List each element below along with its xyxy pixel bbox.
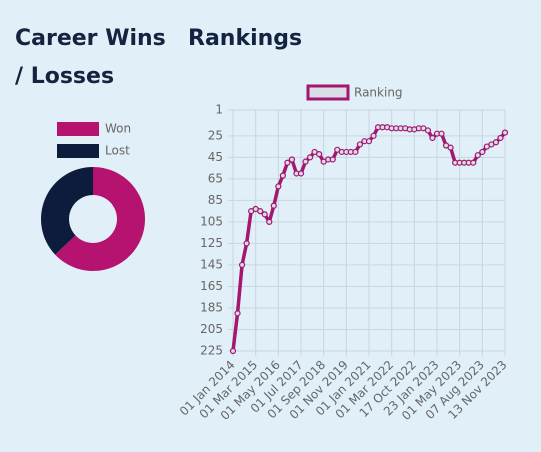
point	[266, 218, 273, 225]
point	[429, 134, 436, 142]
point	[302, 158, 309, 165]
legend-swatch	[57, 122, 99, 136]
y-tick-label: 1	[215, 103, 223, 117]
point	[365, 138, 373, 145]
point	[479, 148, 486, 156]
point	[306, 154, 314, 161]
point	[370, 132, 377, 139]
legend-swatch	[306, 84, 350, 101]
y-tick-label: 65	[208, 171, 223, 185]
y-tick-label: 145	[200, 257, 223, 271]
point	[316, 151, 323, 158]
y-tick-label: 125	[200, 236, 223, 250]
legend-label: Ranking	[354, 86, 403, 100]
point	[279, 172, 286, 179]
point	[275, 183, 282, 190]
y-tick-label: 105	[200, 214, 223, 228]
legend-label: Lost	[105, 144, 130, 158]
y-tick-label: 165	[200, 279, 223, 293]
point	[329, 156, 336, 163]
point	[243, 240, 250, 247]
chart-title: Career Wins / Losses	[15, 26, 166, 89]
point	[257, 208, 264, 215]
point	[497, 134, 504, 142]
point	[234, 310, 241, 317]
point	[438, 130, 445, 137]
y-tick-label: 25	[208, 128, 223, 142]
point	[229, 347, 237, 355]
doughnut-segment	[40, 167, 93, 255]
legend-swatch	[57, 144, 99, 158]
point	[424, 127, 432, 134]
point	[356, 141, 364, 148]
point	[447, 144, 454, 151]
point	[238, 261, 246, 269]
chart-title: Rankings	[188, 26, 303, 51]
point	[492, 139, 500, 146]
y-tick-label: 185	[200, 300, 223, 314]
point	[284, 159, 291, 166]
legend-label: Won	[105, 122, 131, 136]
y-tick-label: 45	[208, 150, 223, 164]
point	[261, 211, 268, 218]
point	[288, 156, 296, 163]
point	[501, 129, 509, 136]
point	[297, 170, 305, 177]
point	[470, 159, 477, 166]
y-tick-label: 225	[200, 344, 223, 358]
point	[474, 152, 481, 159]
doughnut-segment	[55, 167, 146, 271]
point	[352, 148, 359, 156]
y-tick-label: 85	[208, 193, 223, 207]
y-tick-label: 205	[200, 322, 223, 336]
point	[270, 202, 277, 209]
